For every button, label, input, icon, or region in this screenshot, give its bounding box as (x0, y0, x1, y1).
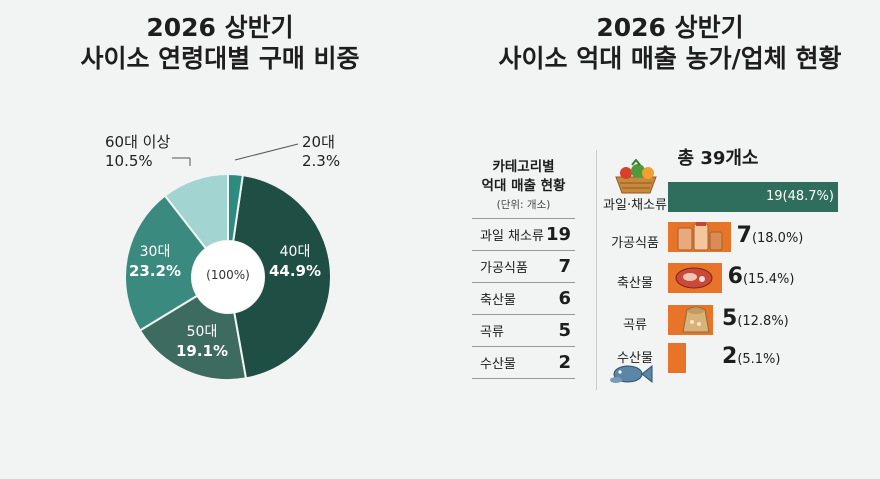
table-cell-value: 6 (558, 288, 571, 309)
label-50s-value: 19.1% (175, 342, 229, 360)
right-chart-title: 2026 상반기 사이소 억대 매출 농가/업체 현황 (480, 12, 860, 74)
vegetable-basket-icon (615, 159, 657, 194)
table-row: 과일 채소류 19 (472, 218, 575, 250)
label-40s: 40대 44.9% (260, 243, 330, 281)
bar-value-label: 2(5.1%) (722, 344, 780, 369)
left-title-line1: 2026 상반기 (146, 13, 294, 42)
table-row: 축산물 6 (472, 282, 575, 314)
table-header-line1: 카테고리별 (492, 159, 555, 175)
bar-value-number: 5 (722, 306, 738, 331)
table-unit: (단위: 개소) (496, 199, 551, 211)
total-label: 총 39개소 (677, 148, 759, 169)
table-cell-value: 7 (558, 256, 571, 277)
label-50s-name: 50대 (186, 324, 218, 340)
label-20s-value: 2.3% (302, 152, 341, 170)
donut-slice-20s (227, 172, 244, 243)
right-title-line2: 사이소 억대 매출 농가/업체 현황 (498, 44, 842, 73)
label-60s-value: 10.5% (105, 152, 153, 170)
leader-20s (234, 143, 299, 161)
bar-value-number: 7 (736, 223, 752, 248)
bar-value-label: 19(48.7%) (766, 189, 834, 204)
table-row: 가공식품 7 (472, 250, 575, 282)
table-cell-value: 19 (545, 224, 571, 245)
label-60s-name: 60대 이상 (105, 133, 171, 151)
bar-category-label: 곡류 (623, 318, 647, 333)
bar-value-percent: (5.1%) (737, 352, 781, 367)
bar-value-label: 5(12.8%) (722, 306, 789, 331)
bar-category-label: 가공식품 (611, 236, 659, 251)
processed-food-jars-icon (677, 222, 723, 251)
bar-value-label: 6(15.4%) (728, 264, 795, 289)
section-divider (596, 150, 597, 390)
label-20s-name: 20대 (302, 133, 335, 151)
bar-category-label: 과일·채소류 (603, 198, 667, 213)
table-row: 수산물 2 (472, 346, 575, 379)
fish-icon (610, 364, 653, 384)
bar-value-number: 2 (722, 344, 738, 369)
table-header-line2: 억대 매출 현황 (481, 178, 566, 194)
table-cell-name: 곡류 (480, 325, 504, 340)
table-cell-name: 축산물 (480, 293, 516, 308)
label-40s-value: 44.9% (268, 262, 322, 280)
label-20s: 20대 2.3% (302, 133, 340, 171)
grain-sack-icon (682, 306, 710, 333)
table-cell-value: 5 (558, 320, 571, 341)
bar (668, 182, 838, 212)
table-cell-name: 가공식품 (480, 261, 528, 276)
bar-category-label: 축산물 (617, 276, 653, 291)
donut-center-label: (100%) (206, 268, 250, 282)
donut-slice-60s (163, 172, 229, 250)
left-title-line2: 사이소 연령대별 구매 비중 (80, 44, 360, 73)
label-40s-name: 40대 (279, 244, 311, 260)
bar-value-percent: (12.8%) (737, 314, 789, 329)
table-cell-value: 2 (558, 352, 571, 373)
label-30s: 30대 23.2% (120, 243, 190, 281)
bar-category-label: 수산물 (617, 351, 653, 366)
bar-value-percent: (18.0%) (751, 231, 804, 246)
bar (668, 343, 686, 373)
table-cell-name: 과일 채소류 (480, 229, 544, 244)
bar-value-percent: (15.4%) (742, 272, 795, 287)
category-table: 카테고리별 억대 매출 현황 (단위: 개소) 과일 채소류 19 가공식품 7… (472, 158, 575, 379)
table-cell-name: 수산물 (480, 357, 516, 372)
label-50s: 50대 19.1% (167, 323, 237, 361)
meat-icon (675, 267, 713, 289)
label-60s: 60대 이상 10.5% (105, 133, 170, 171)
left-chart-title: 2026 상반기 사이소 연령대별 구매 비중 (40, 12, 400, 74)
label-30s-name: 30대 (139, 244, 171, 260)
table-row: 곡류 5 (472, 314, 575, 346)
right-title-line1: 2026 상반기 (596, 13, 744, 42)
label-30s-value: 23.2% (128, 262, 182, 280)
bar-value-label: 7(18.0%) (737, 223, 804, 248)
bar-value-number: 6 (727, 264, 743, 289)
